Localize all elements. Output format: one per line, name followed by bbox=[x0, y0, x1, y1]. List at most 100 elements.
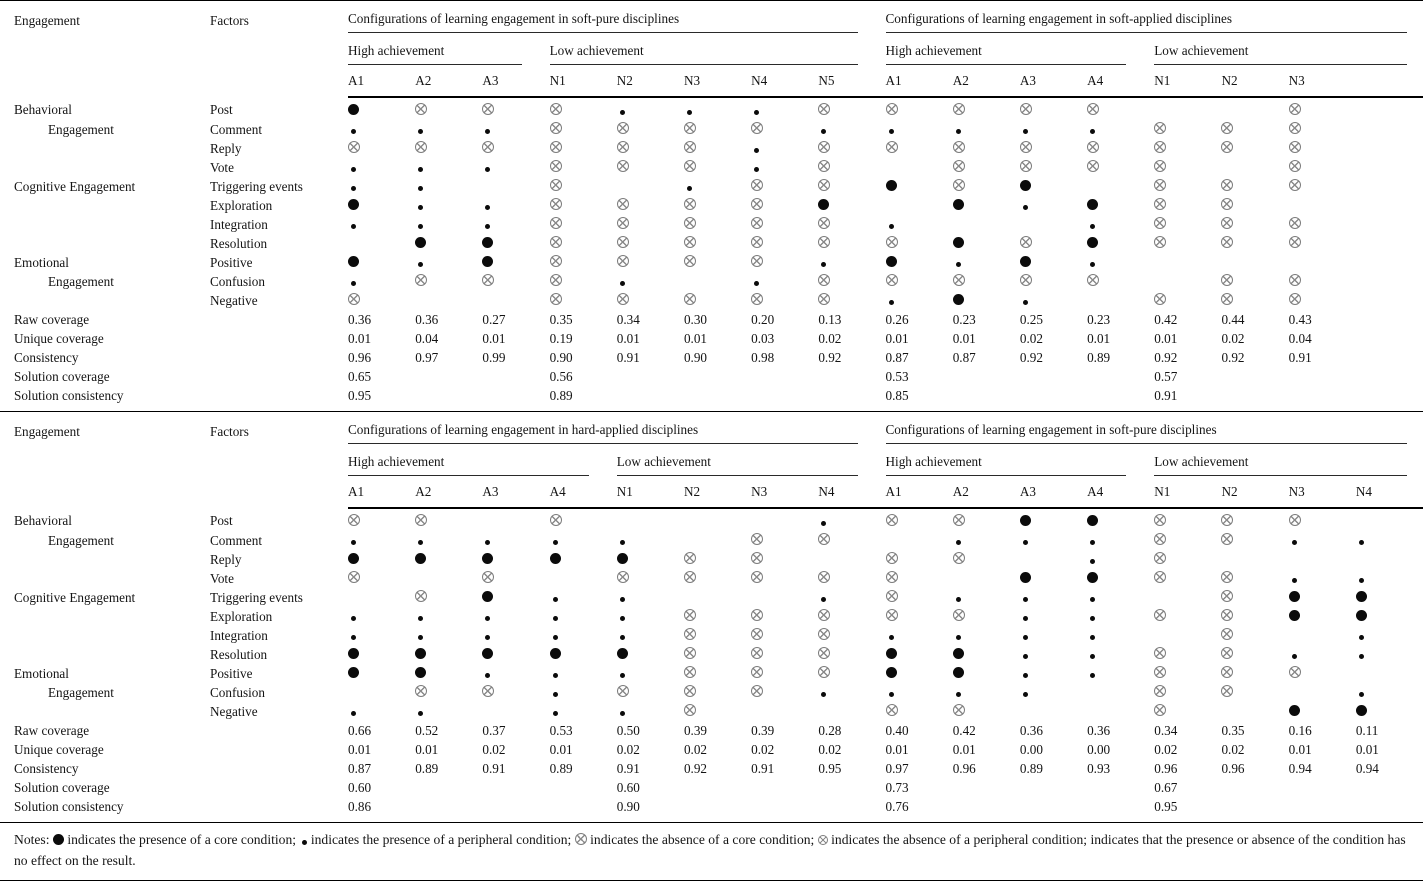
condition-cell bbox=[1221, 569, 1288, 588]
peripheral-presence-icon bbox=[1359, 578, 1364, 583]
engagement-label: Emotional bbox=[0, 664, 210, 683]
absence-icon bbox=[1020, 141, 1032, 153]
condition-cell bbox=[482, 664, 549, 683]
condition-cell bbox=[482, 120, 549, 139]
condition-cell bbox=[482, 702, 549, 721]
absence-icon bbox=[751, 647, 763, 659]
condition-cell bbox=[818, 607, 885, 626]
stat-label: Solution consistency bbox=[0, 386, 348, 411]
condition-cell bbox=[1289, 158, 1356, 177]
config-column-label: N1 bbox=[1154, 476, 1221, 508]
core-presence-icon bbox=[348, 256, 359, 267]
condition-cell bbox=[818, 683, 885, 702]
stat-value: 0.01 bbox=[617, 329, 684, 348]
condition-cell bbox=[1020, 234, 1087, 253]
condition-cell bbox=[1154, 588, 1221, 607]
condition-cell bbox=[818, 588, 885, 607]
absence-icon bbox=[1154, 514, 1166, 526]
stat-value: 0.76 bbox=[886, 797, 953, 822]
condition-cell bbox=[415, 664, 482, 683]
condition-cell bbox=[482, 253, 549, 272]
factor-label: Negative bbox=[210, 291, 348, 310]
stat-value: 0.89 bbox=[1020, 759, 1087, 778]
peripheral-presence-icon bbox=[1090, 559, 1095, 564]
core-presence-icon bbox=[953, 294, 964, 305]
condition-cell bbox=[751, 196, 818, 215]
absence-icon bbox=[751, 628, 763, 640]
condition-cell bbox=[953, 272, 1020, 291]
factor-row: Integration bbox=[0, 626, 1423, 645]
absence-icon bbox=[1020, 103, 1032, 115]
stat-value: 0.01 bbox=[482, 329, 549, 348]
core-presence-icon bbox=[550, 648, 561, 659]
condition-cell bbox=[751, 550, 818, 569]
condition-cell bbox=[550, 702, 617, 721]
absence-icon bbox=[348, 141, 360, 153]
peripheral-presence-icon bbox=[553, 597, 558, 602]
absence-icon bbox=[617, 141, 629, 153]
absence-icon bbox=[818, 647, 830, 659]
condition-cell bbox=[751, 645, 818, 664]
core-presence-icon bbox=[1289, 591, 1300, 602]
engagement-label: Cognitive Engagement bbox=[0, 588, 210, 607]
condition-cell bbox=[1154, 645, 1221, 664]
stat-value: 0.04 bbox=[415, 329, 482, 348]
empty-cell bbox=[482, 386, 549, 411]
peripheral-presence-icon bbox=[1090, 616, 1095, 621]
condition-cell bbox=[415, 588, 482, 607]
peripheral-presence-icon bbox=[351, 224, 356, 229]
core-presence-icon bbox=[348, 648, 359, 659]
condition-cell bbox=[482, 177, 549, 196]
stat-label: Solution consistency bbox=[0, 797, 348, 822]
absence-icon bbox=[953, 103, 965, 115]
condition-cell bbox=[1221, 97, 1288, 120]
condition-cell bbox=[1020, 607, 1087, 626]
core-presence-icon bbox=[482, 237, 493, 248]
condition-cell bbox=[953, 291, 1020, 310]
config-column-label: A3 bbox=[1020, 476, 1087, 508]
stat-value: 0.50 bbox=[617, 721, 684, 740]
absence-icon bbox=[1221, 293, 1233, 305]
absence-icon bbox=[684, 217, 696, 229]
condition-cell bbox=[684, 645, 751, 664]
absence-icon bbox=[1154, 647, 1166, 659]
core-presence-icon bbox=[415, 648, 426, 659]
condition-cell bbox=[886, 645, 953, 664]
condition-cell bbox=[1154, 196, 1221, 215]
condition-cell bbox=[1289, 234, 1356, 253]
absence-icon bbox=[550, 255, 562, 267]
empty-cell bbox=[818, 797, 885, 822]
condition-cell bbox=[953, 234, 1020, 253]
peripheral-presence-icon bbox=[485, 673, 490, 678]
condition-cell bbox=[617, 177, 684, 196]
absence-icon bbox=[684, 255, 696, 267]
condition-cell bbox=[886, 683, 953, 702]
core-presence-icon bbox=[1020, 515, 1031, 526]
condition-cell bbox=[684, 588, 751, 607]
condition-cell bbox=[953, 626, 1020, 645]
empty-cell bbox=[818, 386, 885, 411]
condition-cell bbox=[684, 120, 751, 139]
condition-cell bbox=[886, 508, 953, 531]
absence-icon bbox=[1087, 103, 1099, 115]
peripheral-presence-icon bbox=[1090, 654, 1095, 659]
condition-cell bbox=[818, 234, 885, 253]
peripheral-presence-icon bbox=[1090, 129, 1095, 134]
absence-icon bbox=[886, 609, 898, 621]
absence-icon bbox=[953, 160, 965, 172]
condition-cell bbox=[617, 550, 684, 569]
stat-value: 0.65 bbox=[348, 367, 415, 386]
condition-cell bbox=[684, 569, 751, 588]
absence-icon bbox=[550, 217, 562, 229]
stat-value: 0.00 bbox=[1020, 740, 1087, 759]
column-header-engagement: Engagement bbox=[0, 412, 210, 509]
condition-cell bbox=[1087, 645, 1154, 664]
condition-cell bbox=[684, 97, 751, 120]
absence-icon bbox=[684, 198, 696, 210]
condition-cell bbox=[482, 97, 549, 120]
empty-cell bbox=[1289, 778, 1356, 797]
config-column-label: N1 bbox=[617, 476, 684, 508]
condition-cell bbox=[1356, 177, 1423, 196]
